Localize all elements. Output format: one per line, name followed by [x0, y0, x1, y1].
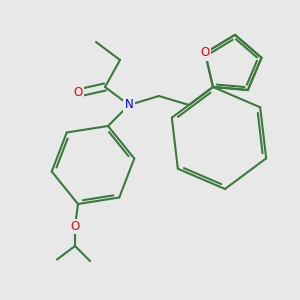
Text: O: O [74, 86, 82, 100]
Text: O: O [200, 46, 210, 59]
Text: O: O [70, 220, 80, 233]
Text: N: N [124, 98, 134, 112]
